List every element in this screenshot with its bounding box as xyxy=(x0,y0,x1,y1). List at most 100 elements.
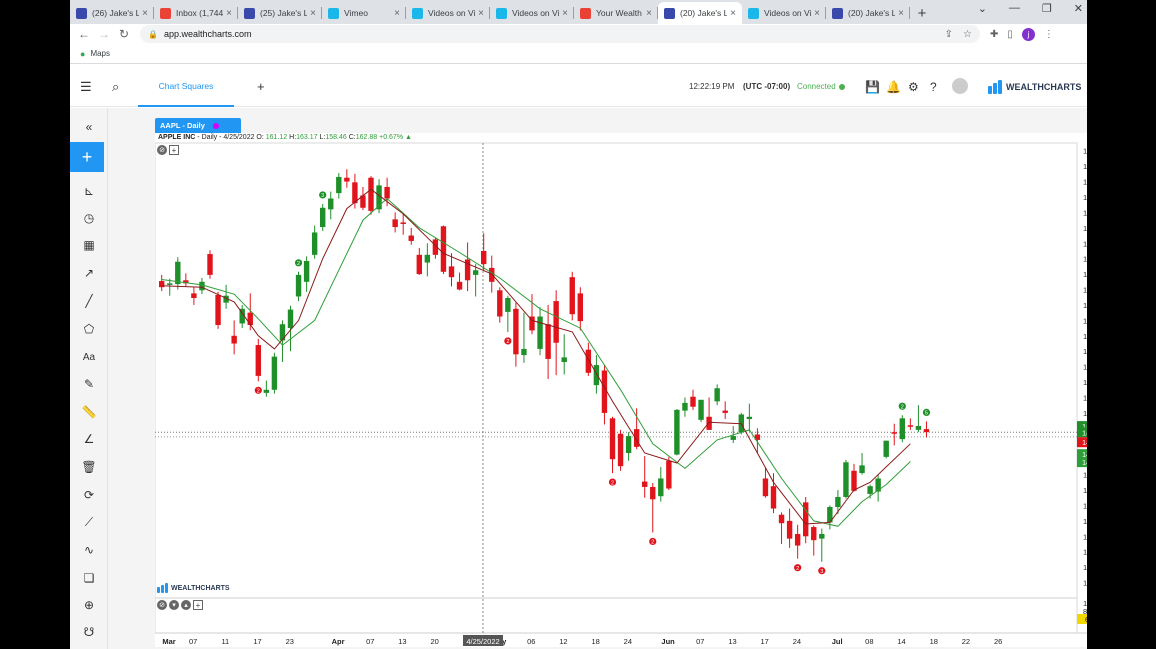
add-tab-icon[interactable]: + xyxy=(257,79,265,94)
close-tab-icon[interactable]: × xyxy=(478,7,484,19)
x-tick-label: Apr xyxy=(332,637,345,646)
chart-type-icon[interactable]: ⊾ xyxy=(83,184,95,198)
add-study-icon[interactable]: + xyxy=(169,145,179,155)
collapse-toolbar-icon[interactable]: « xyxy=(85,120,93,134)
chart-canvas[interactable]: 182.00 180.00 178.00 176.00 174.00 172.00 170.… xyxy=(155,133,1087,647)
crosshair-date-label: 4/25/2022 xyxy=(466,637,499,646)
save-icon[interactable]: 💾 xyxy=(865,80,880,94)
side-panel-icon[interactable]: ▯ xyxy=(1007,28,1013,40)
settings-gear-icon[interactable]: ⚙ xyxy=(908,80,919,94)
hide-icon[interactable]: ⊘ xyxy=(157,145,167,155)
strategy-icon[interactable]: ∿ xyxy=(83,543,95,557)
collapse-pane-icon[interactable]: ▾ xyxy=(169,600,179,610)
signal-marker xyxy=(504,337,512,345)
close-tab-icon[interactable]: × xyxy=(898,7,904,19)
help-icon[interactable]: ? xyxy=(930,80,937,94)
profile-avatar[interactable]: j xyxy=(1021,27,1035,41)
browser-tab[interactable]: Videos on Vi × xyxy=(490,2,574,24)
candle-body xyxy=(827,507,833,523)
extensions-icon[interactable]: ✚ xyxy=(990,28,999,40)
candle-body xyxy=(569,277,575,315)
symbol-tab[interactable]: AAPL - Daily xyxy=(155,118,241,133)
candle-body xyxy=(658,478,664,497)
restore-icon[interactable]: ❐ xyxy=(1041,3,1052,15)
tab-separator xyxy=(657,7,658,19)
price-axis-badge xyxy=(1077,457,1087,468)
x-tick-label: 18 xyxy=(591,637,599,646)
hide-pane-icon[interactable]: ⊘ xyxy=(157,600,167,610)
bookmark-star-icon[interactable]: ☆ xyxy=(963,28,972,40)
angle-tool-icon[interactable]: ∠ xyxy=(83,432,95,446)
close-tab-icon[interactable]: × xyxy=(730,7,736,19)
add-button[interactable]: + xyxy=(70,142,104,172)
close-tab-icon[interactable]: × xyxy=(814,7,820,19)
tab-search-icon[interactable]: ⌄ xyxy=(977,3,987,15)
browser-tab[interactable]: Vimeo × xyxy=(322,2,406,24)
close-window-icon[interactable]: ✕ xyxy=(1073,3,1083,15)
close-tab-icon[interactable]: × xyxy=(394,7,400,19)
candle-body xyxy=(907,425,914,427)
ruler-icon[interactable]: 📏 xyxy=(81,405,97,419)
share-icon[interactable]: ⇪ xyxy=(944,28,954,40)
candle-body xyxy=(601,370,608,413)
tab-chart-squares[interactable]: Chart Squares xyxy=(138,67,234,107)
reload-icon[interactable]: ↻ xyxy=(118,27,130,41)
browser-tab[interactable]: (25) Jake's La× xyxy=(238,2,322,24)
calendar-icon[interactable]: ▦ xyxy=(83,238,95,252)
close-tab-icon[interactable]: × xyxy=(142,7,148,19)
ma-fast-line xyxy=(161,188,911,525)
add-pane-study-icon[interactable]: + xyxy=(193,600,203,610)
browser-tab[interactable]: (26) Jake's La× xyxy=(70,2,154,24)
trash-icon[interactable]: 🗑 xyxy=(81,460,97,474)
refresh-icon[interactable]: ⟳ xyxy=(83,488,95,502)
wealthcharts-logo-icon xyxy=(157,583,168,593)
crosshair-icon[interactable]: ⊕ xyxy=(83,598,95,612)
minimize-icon[interactable]: — xyxy=(1008,2,1020,14)
candle-body xyxy=(287,309,294,329)
browser-tab[interactable]: Your Wealth × xyxy=(574,2,658,24)
candle-body xyxy=(666,460,672,489)
pencil-icon[interactable]: ✎ xyxy=(83,377,95,391)
back-icon[interactable]: ← xyxy=(78,27,90,41)
forward-icon[interactable]: → xyxy=(98,27,110,41)
candle-body xyxy=(553,301,559,343)
line-tool-icon[interactable]: ╱ xyxy=(85,294,93,308)
candle-body xyxy=(875,478,881,492)
shapes-tool-icon[interactable]: ⬠ xyxy=(83,322,95,336)
timezone-label[interactable]: (UTC -07:00) xyxy=(743,82,791,91)
close-tab-icon[interactable]: × xyxy=(226,7,232,19)
browser-menu-icon[interactable]: ⋮ xyxy=(1043,28,1054,40)
signal-marker xyxy=(294,259,303,267)
search-icon[interactable]: ⌕ xyxy=(112,79,120,94)
price-chart[interactable]: 182.00 180.00 178.00 176.00 174.00 172.00 170.… xyxy=(155,133,1087,647)
user-avatar[interactable] xyxy=(952,78,968,94)
layers-icon[interactable]: ❏ xyxy=(83,571,95,585)
browser-tab[interactable]: Videos on Vi × xyxy=(742,2,826,24)
lock-icon[interactable]: 🔒 xyxy=(148,29,158,39)
clock-icon[interactable]: ◷ xyxy=(83,211,95,225)
bookmark-maps[interactable]: Maps xyxy=(90,49,110,58)
gmail-icon xyxy=(160,7,171,19)
close-tab-icon[interactable]: × xyxy=(310,7,316,19)
new-tab-button[interactable]: + xyxy=(917,4,927,22)
y-tick-label: 130.00 xyxy=(1083,548,1087,557)
browser-tab[interactable]: Videos on Vi × xyxy=(406,2,490,24)
tab-separator xyxy=(237,7,238,19)
close-tab-icon[interactable]: × xyxy=(646,7,652,19)
candle-body xyxy=(762,478,769,497)
expand-pane-icon[interactable]: ▴ xyxy=(181,600,191,610)
browser-tab[interactable]: Inbox (1,744 × xyxy=(154,2,238,24)
text-tool-icon[interactable]: Aa xyxy=(82,351,96,363)
trend-icon[interactable]: ↗ xyxy=(83,266,95,280)
indicator-icon[interactable]: ⟋ xyxy=(84,514,94,529)
omnibox[interactable]: 🔒 app.wealthcharts.com ⇪ ☆ xyxy=(140,25,980,43)
hamburger-menu-icon[interactable]: ☰ xyxy=(80,79,92,94)
candle-body xyxy=(529,316,535,331)
close-tab-icon[interactable]: × xyxy=(562,7,568,19)
browser-tab[interactable]: (20) Jake's L × xyxy=(658,2,742,24)
browser-tab[interactable]: (20) Jake's La× xyxy=(826,2,910,24)
magnet-icon[interactable]: ☋ xyxy=(83,625,95,639)
notifications-bell-icon[interactable]: 🔔 xyxy=(886,80,901,94)
legend-info: - Daily - 4/25/2022 O: xyxy=(195,134,266,141)
candle-body xyxy=(344,177,350,182)
